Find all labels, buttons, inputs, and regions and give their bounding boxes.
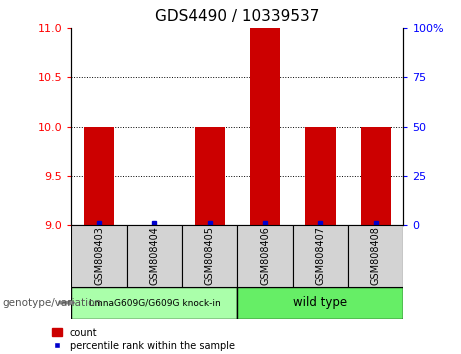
Bar bbox=[84, 126, 114, 225]
Text: GSM808407: GSM808407 bbox=[315, 226, 325, 285]
Text: GSM808406: GSM808406 bbox=[260, 226, 270, 285]
Text: GSM808404: GSM808404 bbox=[149, 226, 160, 285]
Text: wild type: wild type bbox=[293, 296, 348, 309]
Bar bbox=[127, 225, 182, 287]
Text: GSM808408: GSM808408 bbox=[371, 226, 381, 285]
Bar bbox=[237, 225, 293, 287]
Bar bbox=[348, 225, 403, 287]
Bar bbox=[361, 126, 391, 225]
Bar bbox=[195, 126, 225, 225]
Text: genotype/variation: genotype/variation bbox=[2, 298, 101, 308]
Bar bbox=[182, 225, 237, 287]
Text: LmnaG609G/G609G knock-in: LmnaG609G/G609G knock-in bbox=[89, 298, 220, 307]
Text: GSM808405: GSM808405 bbox=[205, 226, 215, 285]
Text: GSM808403: GSM808403 bbox=[94, 226, 104, 285]
Title: GDS4490 / 10339537: GDS4490 / 10339537 bbox=[155, 9, 319, 24]
Bar bbox=[71, 287, 237, 319]
Bar bbox=[71, 225, 127, 287]
Bar bbox=[305, 126, 336, 225]
Legend: count, percentile rank within the sample: count, percentile rank within the sample bbox=[48, 324, 239, 354]
Bar bbox=[293, 225, 348, 287]
Bar bbox=[237, 287, 403, 319]
Bar bbox=[250, 28, 280, 225]
